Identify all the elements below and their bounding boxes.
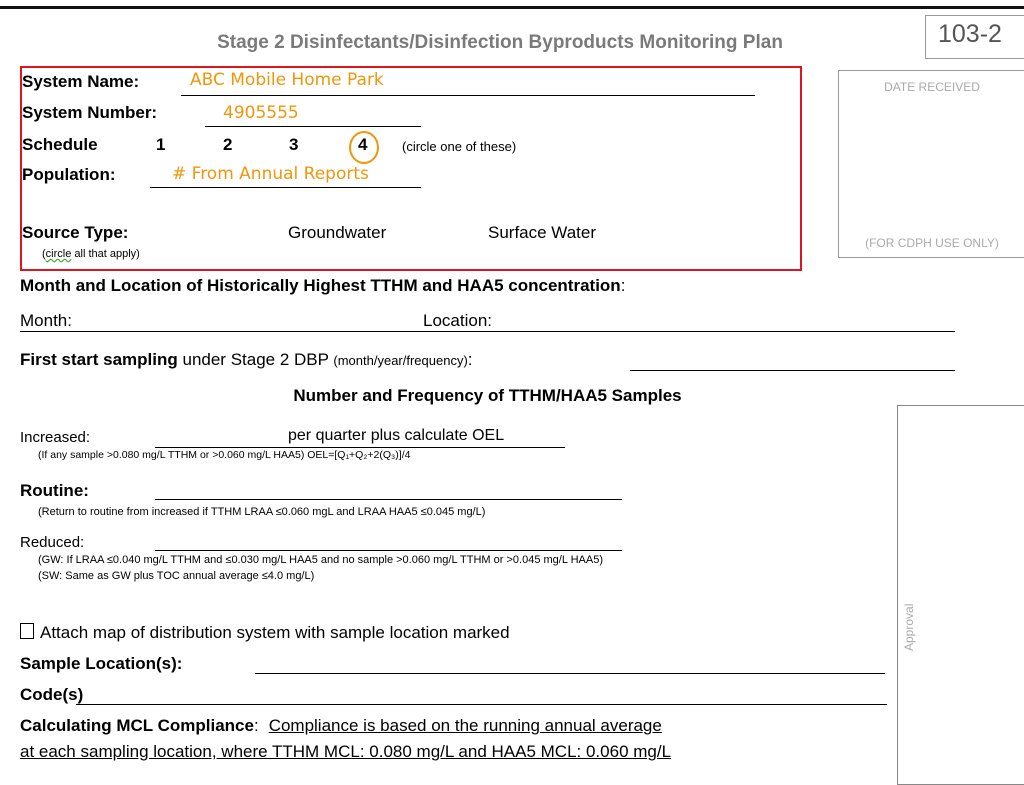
reduced-note-gw: (GW: If LRAA ≤0.040 mg/L TTHM and ≤0.030… <box>38 554 603 566</box>
population-label: Population: <box>22 165 116 184</box>
schedule-selected-circle <box>349 131 379 164</box>
increased-label: Increased: <box>20 429 91 446</box>
first-start-underline[interactable] <box>630 370 955 371</box>
form-number: 103-2 <box>925 15 1024 59</box>
mcl-line-1: Calculating MCL Compliance: Compliance is… <box>20 716 662 736</box>
first-start-small: (month/year/frequency) <box>333 353 468 368</box>
system-name-label: System Name: <box>22 72 140 91</box>
source-option-surface-water[interactable]: Surface Water <box>488 223 597 242</box>
historical-heading-text: Month and Location of Historically Highe… <box>20 276 621 295</box>
top-rule <box>0 6 1024 9</box>
mcl-colon: : <box>253 716 259 735</box>
source-type-hint: (circle all that apply) <box>42 248 140 260</box>
increased-text: per quarter plus calculate OEL <box>288 427 505 444</box>
routine-underline[interactable] <box>155 499 622 500</box>
reduced-label: Reduced: <box>20 534 85 551</box>
date-received-box: DATE RECEIVED (FOR CDPH USE ONLY) <box>838 70 1024 258</box>
reduced-underline[interactable] <box>155 550 622 551</box>
month-location-underline <box>20 331 955 332</box>
attach-map-checkbox[interactable] <box>20 623 34 639</box>
source-hint-word: circle <box>45 248 72 260</box>
attach-map-label: Attach map of distribution system with s… <box>40 623 510 642</box>
sample-location-underline[interactable] <box>255 673 885 674</box>
system-number-field[interactable]: 4905555 <box>223 103 299 123</box>
first-start-sampling: First start sampling under Stage 2 DBP (… <box>20 350 473 370</box>
codes-label: Code(s) <box>20 685 84 704</box>
system-info-highlight <box>20 66 802 271</box>
population-underline <box>150 187 421 188</box>
source-hint-rest: all that apply) <box>71 248 140 260</box>
codes-underline[interactable] <box>76 704 887 705</box>
approval-box: Approval <box>897 405 1024 785</box>
routine-label: Routine: <box>20 481 89 500</box>
first-start-colon: : <box>467 350 473 369</box>
system-number-underline <box>205 126 421 127</box>
population-field[interactable]: # From Annual Reports <box>172 164 369 184</box>
historical-heading: Month and Location of Historically Highe… <box>20 276 625 296</box>
reduced-note-sw: (SW: Same as GW plus TOC annual average … <box>38 570 315 582</box>
increased-underline[interactable] <box>155 447 565 448</box>
system-name-field[interactable]: ABC Mobile Home Park <box>190 70 384 90</box>
historical-heading-colon: : <box>620 276 626 295</box>
attach-map-row: Attach map of distribution system with s… <box>20 623 510 643</box>
samples-heading: Number and Frequency of TTHM/HAA5 Sample… <box>293 386 682 405</box>
page-title: Stage 2 Disinfectants/Disinfection Bypro… <box>217 32 783 53</box>
schedule-option-3[interactable]: 3 <box>289 135 299 154</box>
system-name-underline <box>181 95 755 96</box>
source-option-groundwater[interactable]: Groundwater <box>288 223 387 242</box>
schedule-option-1[interactable]: 1 <box>156 135 166 154</box>
routine-note: (Return to routine from increased if TTH… <box>38 506 486 518</box>
schedule-hint: (circle one of these) <box>402 139 517 154</box>
mcl-text-2: at each sampling location, where TTHM MC… <box>20 742 672 761</box>
mcl-text-1: Compliance is based on the running annua… <box>268 716 662 735</box>
month-label: Month: <box>20 311 72 330</box>
schedule-label: Schedule <box>22 135 98 154</box>
first-start-bold: First start sampling <box>20 350 178 369</box>
system-number-label: System Number: <box>22 103 158 122</box>
schedule-option-2[interactable]: 2 <box>223 135 233 154</box>
increased-note: (If any sample >0.080 mg/L TTHM or >0.06… <box>38 449 411 461</box>
cdph-use-label: (FOR CDPH USE ONLY) <box>865 236 999 250</box>
first-start-normal: under Stage 2 DBP <box>177 350 334 369</box>
source-type-label: Source Type: <box>22 223 129 242</box>
sample-location-label: Sample Location(s): <box>20 654 183 673</box>
approval-label: Approval <box>902 603 916 651</box>
mcl-label: Calculating MCL Compliance <box>20 716 254 735</box>
date-received-label: DATE RECEIVED <box>884 80 980 94</box>
location-label: Location: <box>423 311 492 330</box>
